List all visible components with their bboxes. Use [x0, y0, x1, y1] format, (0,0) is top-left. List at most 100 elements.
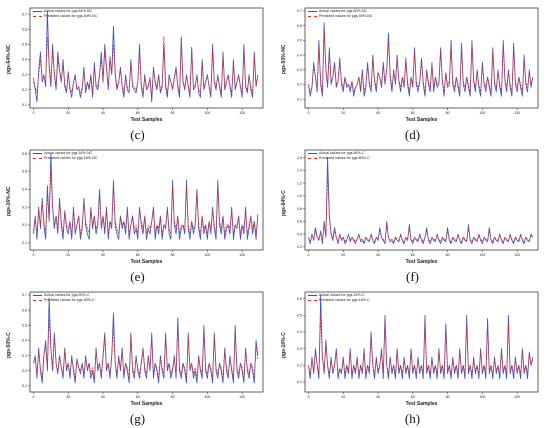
- y-tick-label: 0.5: [297, 314, 302, 318]
- legend-item-predicted: Predicted values for pgs-16%-C: [308, 298, 370, 303]
- y-tick-label: 0.1: [297, 97, 302, 101]
- subplot-e: 0 20 40 60 80 100 120 0.1 0.2 0.3 0.4 0.5 0.6 pgs-16…: [0, 142, 275, 284]
- y-tick-label: 0.6: [297, 220, 302, 224]
- x-tick-label: 120: [239, 111, 245, 115]
- panel-caption-g: (g): [129, 411, 146, 426]
- y-tick-label: 0.3: [22, 73, 27, 77]
- x-axis-title-c: Test Samples: [130, 117, 163, 123]
- x-tick-label: 40: [101, 111, 105, 115]
- legend-swatch-actual: [308, 153, 317, 154]
- legend-label-actual: Actual values for pgs-50%-NC: [319, 9, 368, 13]
- actual-series-line: [33, 297, 259, 384]
- legend-swatch-actual: [308, 295, 317, 296]
- y-tick-label: 0.5: [297, 39, 302, 43]
- legend-label-predicted: Predicted values for pgs-16%-NC: [44, 156, 98, 160]
- y-tick-label: 0.8: [297, 207, 302, 211]
- y-tick-label: 1.2: [297, 181, 302, 185]
- chart-e: 0 20 40 60 80 100 120 0.1 0.2 0.3 0.4 0.5 0.6: [22, 149, 264, 257]
- y-tick-label: 0.4: [22, 187, 27, 191]
- x-tick-label: 100: [479, 395, 485, 399]
- x-tick-label: 20: [66, 111, 70, 115]
- y-axis-title-h: pgs-16%-C: [281, 332, 287, 358]
- x-tick-label: 20: [341, 395, 345, 399]
- legend-swatch-predicted: [33, 158, 42, 159]
- x-tick-label: 120: [514, 253, 520, 257]
- x-tick-label: 80: [171, 111, 175, 115]
- y-axis-title-e: pgs-16%-NC: [6, 186, 12, 216]
- predicted-series-line: [33, 36, 259, 97]
- y-tick-label: 0.2: [297, 245, 302, 249]
- subplot-g: 0 20 40 60 80 100 120 0.1 0.2 0.3 0.4 0.5 0.6 0.7 pgs…: [0, 284, 275, 426]
- legend-label-actual: Actual values for pgs-50%-C: [44, 293, 90, 297]
- x-tick-label: 120: [514, 111, 520, 115]
- x-tick-label: 0: [307, 395, 309, 399]
- legend-label-predicted: Predicted values for pgs-50%-NC: [319, 14, 373, 18]
- y-tick-label: 0.5: [22, 170, 27, 174]
- y-axis-title-d: pgs-50%-NC: [281, 44, 287, 74]
- y-tick-label: 0.2: [22, 223, 27, 227]
- x-tick-label: 20: [66, 253, 70, 257]
- y-tick-label: 0.6: [22, 308, 27, 312]
- plot-frame: [29, 7, 264, 109]
- x-tick-label: 0: [307, 111, 309, 115]
- x-tick-label: 20: [341, 253, 345, 257]
- legend-item-actual: Actual values for pgs-84%-C: [308, 151, 370, 156]
- x-tick-label: 80: [446, 111, 450, 115]
- x-tick-label: 40: [101, 253, 105, 257]
- legend-g: Actual values for pgs-50%-C Predicted va…: [33, 293, 95, 303]
- chart-h: 0 20 40 60 80 100 120 0.1 0.2 0.3 0.4 0.5 0.6: [297, 291, 539, 399]
- y-tick-label: 0.5: [22, 324, 27, 328]
- x-tick-label: 0: [307, 253, 309, 257]
- y-tick-label: 0.2: [22, 88, 27, 92]
- legend-h: Actual values for pgs-16%-C Predicted va…: [308, 293, 370, 303]
- y-tick-label: 0.4: [297, 232, 302, 236]
- legend-item-actual: Actual values for pgs-64%-NC: [33, 9, 97, 14]
- legend-swatch-predicted: [308, 158, 317, 159]
- y-tick-label: 0.1: [22, 241, 27, 245]
- x-tick-label: 100: [204, 253, 210, 257]
- legend-label-actual: Actual values for pgs-64%-NC: [44, 9, 93, 13]
- legend-item-actual: Actual values for pgs-50%-NC: [308, 9, 372, 14]
- y-tick-label: 0.4: [297, 330, 302, 334]
- y-axis-title-c: pgs-64%-NC: [6, 44, 12, 74]
- panel-caption-c: (c): [130, 127, 145, 142]
- legend-item-actual: Actual values for pgs-50%-C: [33, 293, 95, 298]
- x-tick-label: 60: [411, 111, 415, 115]
- y-axis-title-f: pgs-84%-C: [281, 190, 287, 216]
- legend-item-actual: Actual values for pgs-16%-NC: [33, 151, 97, 156]
- legend-swatch-predicted: [33, 16, 42, 17]
- legend-d: Actual values for pgs-50%-NC Predicted v…: [308, 9, 372, 19]
- legend-label-predicted: Predicted values for pgs-50%-C: [44, 298, 95, 302]
- legend-swatch-predicted: [308, 300, 317, 301]
- x-tick-label: 0: [32, 111, 34, 115]
- legend-swatch-actual: [33, 11, 42, 12]
- chart-f: 0 20 40 60 80 100 120 0.2 0.4 0.6 0.8 1.0 1.2 1.4 1.6: [297, 149, 539, 257]
- legend-label-predicted: Predicted values for pgs-84%-C: [319, 156, 370, 160]
- x-tick-label: 40: [376, 253, 380, 257]
- x-tick-label: 20: [66, 395, 70, 399]
- legend-item-predicted: Predicted values for pgs-50%-C: [33, 298, 95, 303]
- predicted-series-line: [308, 314, 534, 375]
- x-tick-label: 80: [171, 253, 175, 257]
- y-tick-label: 0.5: [22, 43, 27, 47]
- plot-frame: [304, 291, 539, 393]
- x-axis-title-d: Test Samples: [405, 117, 438, 123]
- y-tick-label: 0.7: [22, 293, 27, 297]
- legend-item-predicted: Predicted values for pgs-64%-NC: [33, 14, 97, 19]
- chart-d: 0 20 40 60 80 100 120 0.1 0.2 0.3 0.4 0.5 0.6 0.7: [297, 7, 539, 115]
- y-tick-label: 0.4: [22, 339, 27, 343]
- subplot-h: 0 20 40 60 80 100 120 0.1 0.2 0.3 0.4 0.5 0.6 pgs-16…: [275, 284, 550, 426]
- subplot-c: 0 20 40 60 80 100 120 0.1 0.2 0.3 0.4 0.5 0.6 0.7 pgs…: [0, 0, 275, 142]
- x-tick-label: 0: [32, 395, 34, 399]
- x-tick-label: 120: [239, 395, 245, 399]
- y-tick-label: 0.7: [297, 9, 302, 13]
- x-tick-label: 60: [136, 111, 140, 115]
- x-tick-label: 60: [411, 395, 415, 399]
- legend-swatch-predicted: [308, 16, 317, 17]
- legend-e: Actual values for pgs-16%-NC Predicted v…: [33, 151, 97, 161]
- y-tick-label: 1.4: [297, 169, 302, 173]
- x-tick-label: 120: [239, 253, 245, 257]
- x-axis-title-f: Test Samples: [405, 259, 438, 265]
- y-tick-label: 0.4: [297, 53, 302, 57]
- panel-caption-h: (h): [404, 411, 421, 426]
